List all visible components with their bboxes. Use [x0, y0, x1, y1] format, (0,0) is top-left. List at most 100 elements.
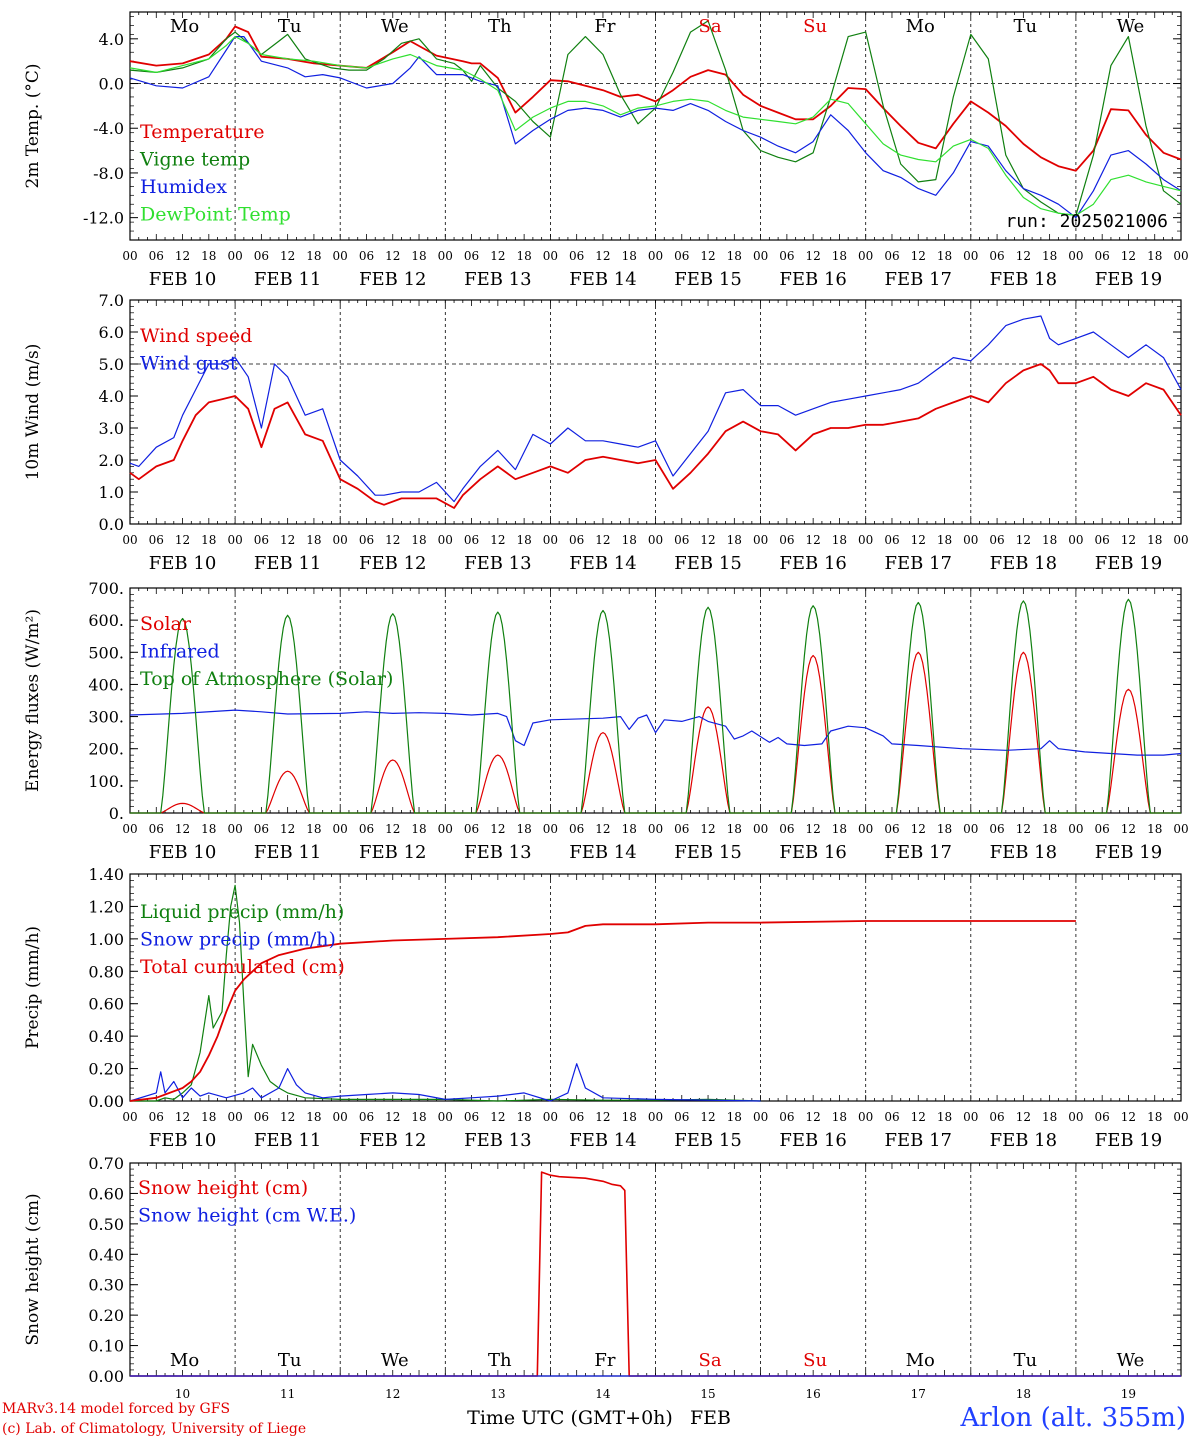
- x-hour-label: 12: [911, 533, 926, 547]
- date-label: FEB 14: [569, 553, 636, 574]
- series-line: [129, 25, 1182, 172]
- y-tick-label: 0.10: [88, 1337, 124, 1356]
- y-axis-label: 2m Temp. (°C): [23, 63, 43, 188]
- day-number-label: 17: [911, 1387, 926, 1401]
- x-hour-label: 06: [1095, 822, 1110, 836]
- x-hour-label: 12: [385, 822, 400, 836]
- weekday-label: Th: [488, 16, 512, 37]
- x-hour-label: 12: [700, 1110, 715, 1124]
- x-hour-label: 12: [385, 1110, 400, 1124]
- x-hour-label: 00: [227, 533, 242, 547]
- weekday-label: Sa: [699, 16, 722, 37]
- date-label: FEB 17: [885, 553, 952, 574]
- y-axis-label: 10m Wind (m/s): [23, 344, 43, 481]
- x-hour-label: 12: [280, 533, 295, 547]
- legend-entry: Total cumulated (cm): [140, 956, 345, 978]
- x-hour-label: 18: [516, 249, 531, 263]
- x-hour-label: 00: [753, 1110, 768, 1124]
- y-tick-label: 0.0: [99, 515, 124, 534]
- x-hour-label: 18: [1042, 249, 1057, 263]
- y-tick-label: 7.0: [99, 291, 124, 310]
- y-tick-label: 500.: [88, 643, 124, 662]
- date-label: FEB 19: [1095, 553, 1162, 574]
- y-tick-label: 0.80: [88, 962, 124, 981]
- x-hour-label: 12: [490, 533, 505, 547]
- x-hour-label: 06: [779, 822, 794, 836]
- date-label: FEB 14: [569, 842, 636, 863]
- x-hour-label: 00: [648, 533, 663, 547]
- x-hour-label: 00: [753, 533, 768, 547]
- weekday-label: We: [1117, 1350, 1145, 1371]
- date-label: FEB 10: [149, 553, 216, 574]
- x-hour-label: 18: [832, 249, 847, 263]
- x-hour-label: 06: [149, 533, 164, 547]
- day-number-label: 18: [1016, 1387, 1031, 1401]
- x-hour-label: 00: [963, 822, 978, 836]
- footer-lab: (c) Lab. of Climatology, University of L…: [2, 1421, 307, 1437]
- x-hour-label: 12: [595, 822, 610, 836]
- date-label: FEB 13: [464, 1130, 531, 1151]
- run-label: run: 2025021006: [1005, 211, 1168, 232]
- x-hour-label: 18: [832, 533, 847, 547]
- x-hour-label: 00: [122, 822, 137, 836]
- day-number-label: 10: [175, 1387, 190, 1401]
- y-tick-label: 3.0: [99, 419, 124, 438]
- x-hour-label: 18: [411, 822, 426, 836]
- footer-model: MARv3.14 model forced by GFS: [2, 1401, 231, 1417]
- y-tick-label: 600.: [88, 611, 124, 630]
- date-label: FEB 11: [254, 553, 321, 574]
- weekday-label: Su: [803, 1350, 827, 1371]
- series-line: [129, 1063, 761, 1102]
- x-hour-label: 00: [333, 1110, 348, 1124]
- date-label: FEB 16: [779, 553, 846, 574]
- date-label: FEB 15: [674, 1130, 741, 1151]
- date-label: FEB 19: [1095, 842, 1162, 863]
- legend-entry: Snow precip (mm/h): [140, 929, 336, 951]
- weekday-label: Tu: [278, 16, 302, 37]
- x-hour-label: 00: [1173, 533, 1188, 547]
- legend-entry: Temperature: [140, 121, 264, 143]
- y-tick-label: 4.0: [99, 30, 124, 49]
- y-axis-label: Precip (mm/h): [23, 926, 43, 1049]
- date-label: FEB 11: [254, 269, 321, 290]
- chart-panel-5: 0.70 0.60 0.50 0.40 0.30 0.20 0.10 0.00 Snow hei…: [23, 1154, 1182, 1386]
- x-hour-label: 00: [1173, 822, 1188, 836]
- x-hour-label: 18: [1147, 533, 1162, 547]
- x-hour-label: 06: [674, 1110, 689, 1124]
- y-tick-label: -8.0: [93, 164, 124, 183]
- x-hour-label: 00: [858, 822, 873, 836]
- x-hour-label: 06: [989, 822, 1004, 836]
- series-line: [129, 920, 1076, 1102]
- legend-entry: Snow height (cm): [138, 1177, 308, 1199]
- x-hour-label: 00: [963, 533, 978, 547]
- x-hour-label: 06: [464, 822, 479, 836]
- date-label: FEB 17: [885, 1130, 952, 1151]
- x-hour-label: 12: [385, 533, 400, 547]
- x-hour-label: 00: [333, 533, 348, 547]
- x-hour-label: 18: [727, 249, 742, 263]
- x-hour-label: 18: [622, 1110, 637, 1124]
- weekday-label: Tu: [278, 1350, 302, 1371]
- x-hour-label: 00: [648, 249, 663, 263]
- x-hour-label: 18: [937, 1110, 952, 1124]
- date-label: FEB 10: [149, 269, 216, 290]
- x-hour-label: 12: [1016, 1110, 1031, 1124]
- y-tick-label: 6.0: [99, 323, 124, 342]
- weekday-label: Su: [803, 16, 827, 37]
- x-hour-label: 12: [1121, 533, 1136, 547]
- legend-entry: Solar: [140, 613, 192, 635]
- date-label: FEB 10: [149, 1130, 216, 1151]
- chart-panel-2: 7.0 6.0 5.0 4.0 3.0 2.0 1.0 0.0 10m Wind (m/s) Wi…: [23, 291, 1189, 574]
- x-hour-label: 12: [1121, 822, 1136, 836]
- x-hour-label: 12: [595, 249, 610, 263]
- legend-entry: Wind speed: [140, 325, 252, 347]
- x-hour-label: 06: [254, 249, 269, 263]
- y-tick-label: 0.20: [88, 1306, 124, 1325]
- x-hour-label: 18: [306, 249, 321, 263]
- x-hour-label: 12: [280, 249, 295, 263]
- x-hour-label: 12: [280, 822, 295, 836]
- x-hour-label: 12: [595, 1110, 610, 1124]
- weekday-label: Tu: [1014, 1350, 1038, 1371]
- y-tick-label: 1.0: [99, 483, 124, 502]
- x-hour-label: 12: [806, 249, 821, 263]
